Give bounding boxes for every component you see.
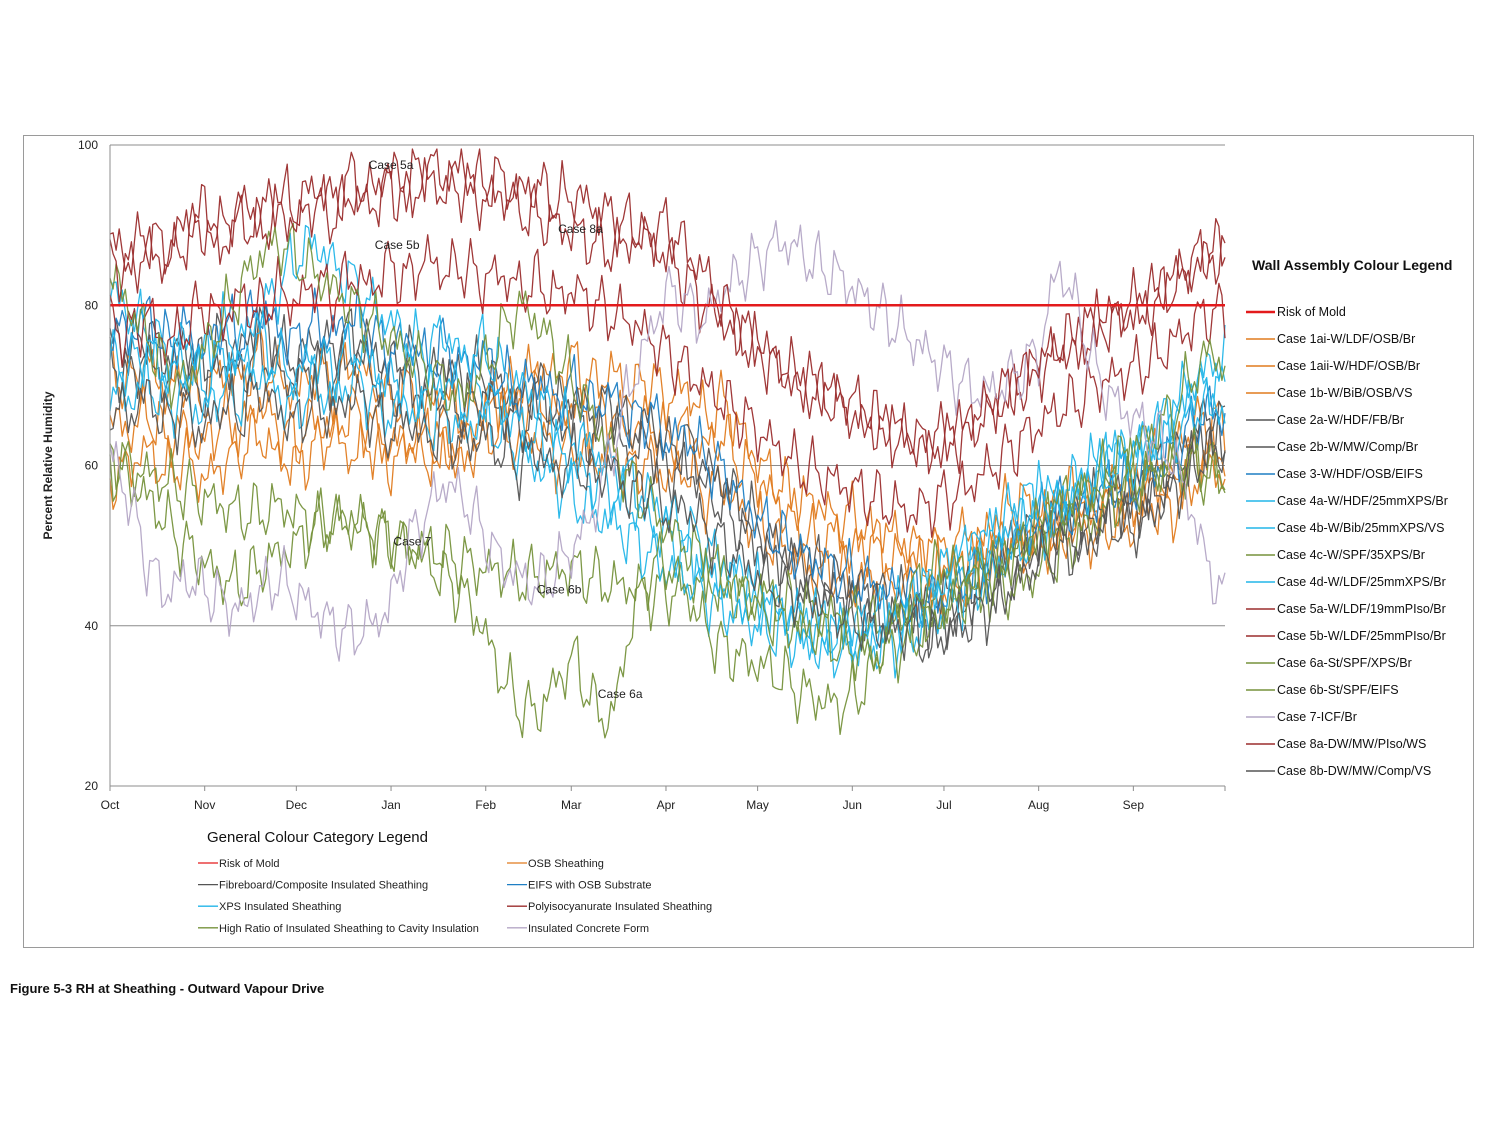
wall-legend-label: Case 2b-W/MW/Comp/Br — [1277, 440, 1418, 454]
x-tick-label: Jul — [936, 798, 951, 812]
category-legend-label: OSB Sheathing — [528, 858, 604, 870]
wall-legend-label: Risk of Mold — [1277, 305, 1346, 319]
wall-legend-label: Case 5b-W/LDF/25mmPIso/Br — [1277, 629, 1446, 643]
series-line-5 — [109, 316, 1226, 659]
wall-legend-label: Case 8a-DW/MW/PIso/WS — [1277, 737, 1426, 751]
wall-legend-label: Case 1b-W/BiB/OSB/VS — [1277, 386, 1412, 400]
y-tick-label: 40 — [85, 619, 99, 633]
wall-legend-label: Case 8b-DW/MW/Comp/VS — [1277, 764, 1431, 778]
wall-assembly-legend: Wall Assembly Colour Legend Risk of Mold C… — [1246, 257, 1452, 778]
wall-legend-label: Case 6b-St/SPF/EIFS — [1277, 683, 1399, 697]
category-legend: General Colour Category Legend Risk of Mo… — [198, 829, 712, 935]
category-legend-label: EIFS with OSB Substrate — [528, 880, 652, 892]
wall-legend-label: Case 3-W/HDF/OSB/EIFS — [1277, 467, 1423, 481]
annotation-layer: Case 5a Case 5b Case 8a Case 7 Case 6b Case 6… — [369, 158, 643, 701]
wall-legend-title: Wall Assembly Colour Legend — [1252, 257, 1452, 273]
wall-legend-label: Case 1ai-W/LDF/OSB/Br — [1277, 332, 1415, 346]
case-annotation: Case 7 — [393, 535, 431, 549]
series-line-8 — [109, 310, 1226, 656]
series-line-13 — [109, 426, 1226, 739]
wall-legend-label: Case 5a-W/LDF/19mmPIso/Br — [1277, 602, 1446, 616]
wall-legend-label: Case 4b-W/Bib/25mmXPS/VS — [1277, 521, 1444, 535]
series-line-12 — [109, 234, 1226, 538]
x-tick-label: Feb — [475, 798, 496, 812]
y-tick-label: 80 — [85, 298, 99, 312]
series-line-16 — [109, 157, 1226, 475]
y-axis-title: Percent Relative Humidity — [41, 391, 55, 539]
case-annotation: Case 6a — [598, 687, 643, 701]
wall-legend-label: Case 2a-W/HDF/FB/Br — [1277, 413, 1404, 427]
case-annotation: Case 5b — [375, 238, 420, 252]
category-legend-label: XPS Insulated Sheathing — [219, 901, 341, 913]
x-tick-label: Jun — [843, 798, 862, 812]
series-line-1 — [109, 324, 1226, 598]
x-tick-label: Dec — [286, 798, 307, 812]
category-legend-label: High Ratio of Insulated Sheathing to Cav… — [219, 923, 479, 935]
category-legend-label: Fibreboard/Composite Insulated Sheathing — [219, 880, 428, 892]
x-tick-label: Nov — [194, 798, 215, 812]
wall-legend-label: Case 4c-W/SPF/35XPS/Br — [1277, 548, 1425, 562]
category-legend-label: Risk of Mold — [219, 858, 280, 870]
category-legend-label: Polyisocyanurate Insulated Sheathing — [528, 901, 712, 913]
category-legend-title: General Colour Category Legend — [207, 829, 428, 846]
y-tick-label: 60 — [85, 459, 99, 473]
wall-legend-label: Case 4a-W/HDF/25mmXPS/Br — [1277, 494, 1448, 508]
x-tick-label: Oct — [101, 798, 120, 812]
y-tick-label: 20 — [85, 779, 99, 793]
x-tick-label: Mar — [561, 798, 582, 812]
category-legend-label: Insulated Concrete Form — [528, 923, 649, 935]
series-line-17 — [109, 363, 1226, 663]
series-line-15 — [109, 220, 1226, 662]
x-tick-label: Aug — [1028, 798, 1049, 812]
x-tick-label: Sep — [1123, 798, 1145, 812]
x-tick-label: May — [746, 798, 769, 812]
wall-legend-label: Case 4d-W/LDF/25mmXPS/Br — [1277, 575, 1446, 589]
series-layer — [109, 148, 1226, 739]
figure-caption: Figure 5-3 RH at Sheathing - Outward Vap… — [10, 981, 325, 996]
chart-frame: 100 80 60 40 20 Oct Nov Dec Jan Feb Mar Apr May Jun Ju… — [23, 135, 1474, 948]
case-annotation: Case 5a — [369, 158, 414, 172]
x-tick-label: Apr — [657, 798, 676, 812]
case-annotation: Case 8a — [558, 222, 603, 236]
wall-legend-label: Case 1aii-W/HDF/OSB/Br — [1277, 359, 1420, 373]
y-tick-label: 100 — [78, 138, 98, 152]
wall-legend-label: Case 7-ICF/Br — [1277, 710, 1357, 724]
series-line-6 — [109, 287, 1226, 628]
series-line-9 — [109, 436, 1226, 652]
x-tick-label: Jan — [381, 798, 400, 812]
wall-legend-label: Case 6a-St/SPF/XPS/Br — [1277, 656, 1412, 670]
case-annotation: Case 6b — [537, 583, 582, 597]
